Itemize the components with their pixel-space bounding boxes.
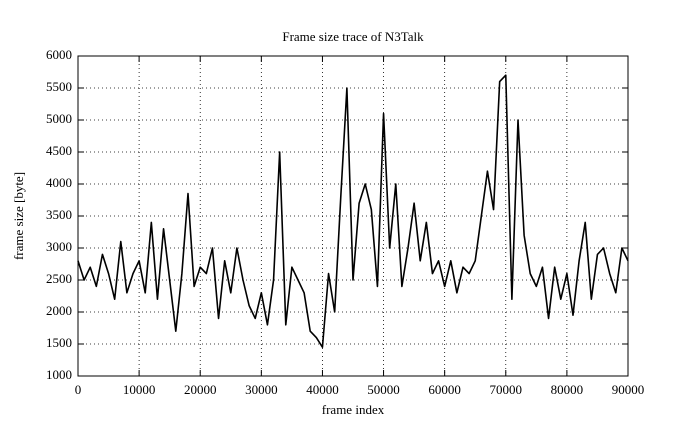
y-tick-label: 6000 xyxy=(46,47,72,62)
x-tick-label: 30000 xyxy=(245,382,278,397)
plot-frame xyxy=(77,55,629,377)
y-tick-label: 3500 xyxy=(46,207,72,222)
x-tick-label: 90000 xyxy=(612,382,645,397)
y-tick-label: 1500 xyxy=(46,335,72,350)
x-tick-label: 60000 xyxy=(428,382,461,397)
y-axis-label: frame size [byte] xyxy=(11,172,26,260)
data-line xyxy=(77,74,629,348)
x-tick-label: 40000 xyxy=(306,382,339,397)
x-tick-label: 10000 xyxy=(123,382,156,397)
y-tick-label: 2000 xyxy=(46,303,72,318)
x-tick-label: 0 xyxy=(75,382,82,397)
y-tick-label: 1000 xyxy=(46,367,72,382)
x-tick-label: 80000 xyxy=(551,382,584,397)
x-axis-label: frame index xyxy=(322,402,385,417)
y-tick-label: 2500 xyxy=(46,271,72,286)
y-tick-label: 4500 xyxy=(46,143,72,158)
y-tick-label: 5500 xyxy=(46,79,72,94)
y-tick-label: 5000 xyxy=(46,111,72,126)
x-tick-label: 70000 xyxy=(490,382,523,397)
x-tick-label: 20000 xyxy=(184,382,217,397)
chart-title: Frame size trace of N3Talk xyxy=(282,29,424,44)
y-tick-label: 3000 xyxy=(46,239,72,254)
x-tick-label: 50000 xyxy=(367,382,400,397)
y-tick-label: 4000 xyxy=(46,175,72,190)
